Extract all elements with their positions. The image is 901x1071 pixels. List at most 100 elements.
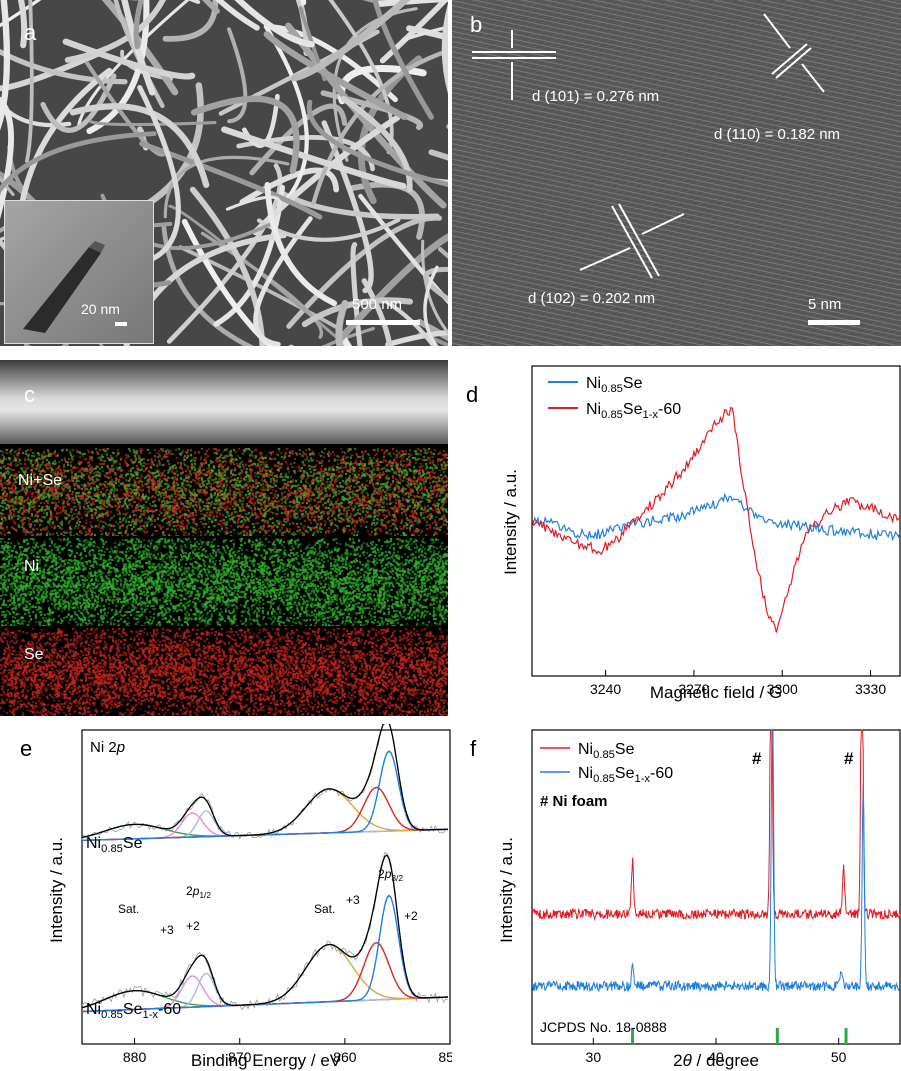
- panel-c-eds-maps: c Ni+Se Ni Se: [0, 360, 448, 716]
- nanowire: [361, 278, 393, 346]
- d-xtick-label: 3270: [678, 681, 709, 697]
- xps-fit: [81, 854, 448, 1009]
- e-annot-sat-2: Sat.: [314, 902, 335, 916]
- legend-d-1: Ni0.85Se: [586, 375, 643, 395]
- inset-scalebar-label: 20 nm: [81, 301, 120, 317]
- d-xtick-label: 3300: [767, 681, 798, 697]
- f-xlabel: 2θ / degree: [673, 1051, 759, 1070]
- nanowire: [264, 181, 337, 307]
- legend-d-2: Ni0.85Se1-x-60: [586, 401, 681, 421]
- nanowire: [290, 0, 411, 82]
- nanowire: [401, 25, 448, 42]
- plot-frame-e: [81, 729, 451, 1045]
- panel-f-label: f: [470, 736, 477, 761]
- sem-scalebar: [346, 320, 420, 325]
- nanowire: [40, 73, 117, 133]
- e-annot-p2-2: +2: [404, 909, 418, 923]
- nanowire: [417, 332, 448, 346]
- nanowire: [62, 38, 196, 80]
- nanowire: [441, 3, 448, 94]
- nanowire: [372, 0, 434, 120]
- nanowire: [214, 0, 260, 31]
- xps-component: [81, 788, 448, 842]
- e-annot-2p32: 2p3/2: [378, 867, 403, 883]
- nanowire: [234, 0, 315, 48]
- nanowire: [85, 61, 167, 157]
- e-sample-1: Ni0.85Se: [86, 835, 143, 855]
- legend-f-2: Ni0.85Se1-x-60: [578, 765, 673, 785]
- d-xtick-label: 3330: [855, 681, 886, 697]
- xrd-series-1: [531, 728, 901, 993]
- f-reference: JCPDS No. 18-0888: [540, 1019, 667, 1035]
- ni-map: [0, 538, 448, 626]
- nanowire: [301, 297, 414, 328]
- nanowire: [253, 216, 313, 346]
- f-mark-2: #: [844, 749, 854, 768]
- nanowire: [0, 131, 157, 194]
- jcpds-reference-bar: [775, 1028, 779, 1044]
- nanowire: [221, 126, 407, 190]
- e-xtick-label: 870: [228, 1049, 252, 1065]
- e-annot-p2-1: +2: [186, 919, 200, 933]
- xps-component: [81, 786, 448, 842]
- f-xtick-label: 30: [586, 1049, 602, 1065]
- xps-raw: [81, 724, 449, 840]
- map-label-se: Se: [24, 646, 44, 663]
- nanowire: [306, 99, 448, 188]
- nanowire: [295, 0, 310, 57]
- f-xtick-label: 40: [708, 1049, 724, 1065]
- nanowire: [350, 242, 363, 346]
- f-xtick-label: 50: [831, 1049, 847, 1065]
- panel-a-label: a: [24, 20, 37, 45]
- d-xlabel: Magnetic field / G: [650, 683, 782, 702]
- nanowire: [162, 0, 219, 42]
- d102-label: d (102) = 0.202 nm: [528, 290, 656, 307]
- xps-fit: [81, 724, 448, 839]
- haadf-image: [0, 360, 448, 444]
- f-legend-note: # Ni foam: [540, 793, 608, 810]
- e-ylabel: Intensity / a.u.: [47, 837, 66, 943]
- nanowire: [385, 329, 448, 346]
- map-label-ni-se: Ni+Se: [18, 472, 63, 489]
- nanowire: [101, 0, 179, 96]
- hrtem-scalebar-label: 5 nm: [808, 296, 842, 313]
- map-label-ni: Ni: [24, 558, 40, 575]
- e-xtick-label: 850: [438, 1049, 452, 1065]
- panel-e-label: e: [20, 736, 32, 761]
- f-ylabel: Intensity / a.u.: [497, 837, 516, 943]
- nanowire: [200, 231, 324, 339]
- nanowire: [190, 95, 300, 174]
- nanowire: [0, 96, 14, 219]
- nanowire: [384, 299, 437, 346]
- nanowire: [335, 300, 349, 346]
- d110-label: d (110) = 0.182 nm: [714, 126, 841, 143]
- tem-nanorod-image: [5, 201, 153, 343]
- e-xlabel: Binding Energy / eV: [191, 1051, 342, 1070]
- xps-component: [81, 750, 448, 842]
- nanowire: [421, 239, 448, 335]
- panel-d-epr-chart: d 3240 3270 3300 3330 Ni0.85Se Ni0.85Se1-x-…: [466, 365, 901, 702]
- nanowire: [267, 24, 398, 103]
- hrtem-lattice-image: [452, 0, 901, 346]
- hrtem-scalebar: [808, 320, 860, 325]
- nanowire: [89, 120, 217, 127]
- nanowire: [0, 0, 42, 28]
- nanowire: [69, 103, 210, 188]
- e-sample-2: Ni0.85Se1-x-60: [86, 1001, 181, 1021]
- nanowire: [0, 0, 11, 131]
- nanowire: [17, 0, 28, 49]
- nanowire: [340, 95, 413, 193]
- nanowire: [25, 0, 34, 163]
- f-mark-1: #: [752, 749, 762, 768]
- sem-scalebar-label: 500 nm: [352, 296, 403, 313]
- panel-b-hrtem-image: b d (101) = 0.276 nm d (110) = 0.182 nm …: [452, 0, 901, 346]
- panel-b-label: b: [470, 12, 483, 37]
- nanowire: [139, 141, 323, 220]
- e-annot-sat-1: Sat.: [118, 902, 139, 916]
- ni-se-map: [0, 448, 448, 536]
- nanowire: [406, 25, 448, 41]
- panel-f-xrd-chart: f 30 40 50 Ni0.85Se Ni0.85Se1-x-60 # Ni fo…: [470, 728, 901, 1070]
- nanowire: [423, 265, 439, 346]
- nanowire: [334, 233, 448, 345]
- panel-c-label: c: [24, 382, 35, 407]
